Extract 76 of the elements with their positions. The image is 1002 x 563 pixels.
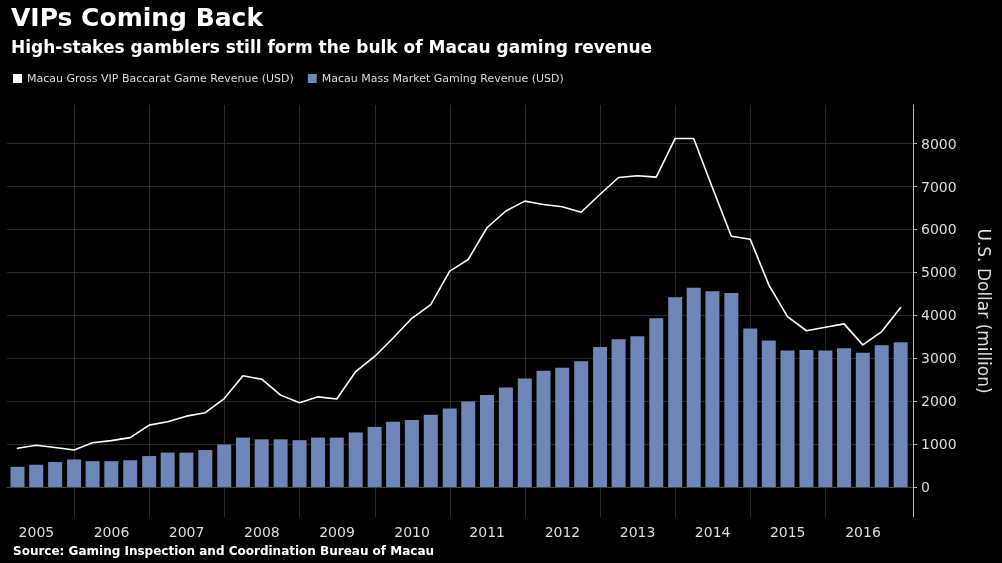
x-tick-label: 2014 <box>694 524 731 540</box>
bar <box>311 437 326 487</box>
x-tick-label: 2005 <box>18 524 55 540</box>
bar <box>837 348 852 487</box>
x-tick-label: 2013 <box>619 524 656 540</box>
y-tick-label: 0 <box>921 478 930 495</box>
bar <box>142 456 157 487</box>
bar <box>348 432 363 487</box>
bar <box>254 439 269 487</box>
legend-label: Macau Mass Market Gaming Revenue (USD) <box>321 72 564 85</box>
bar <box>442 408 457 487</box>
bar <box>273 439 288 487</box>
bar <box>686 287 701 487</box>
bar <box>29 464 44 487</box>
bar <box>536 370 551 487</box>
bar <box>761 340 776 487</box>
bar <box>555 367 570 487</box>
bar <box>217 444 232 487</box>
bar <box>386 421 401 487</box>
bar <box>611 339 626 487</box>
bar <box>461 401 476 487</box>
y-tick-label: 5000 <box>921 264 957 281</box>
x-tick-label: 2007 <box>168 524 205 540</box>
bar <box>574 361 589 487</box>
y-tick-label: 1000 <box>921 436 957 453</box>
bar <box>893 342 908 487</box>
bar <box>367 426 382 487</box>
bar <box>104 461 119 487</box>
y-tick-label: 6000 <box>921 221 957 238</box>
bar <box>799 350 814 487</box>
bar <box>517 378 532 487</box>
y-tick-label: 4000 <box>921 307 957 324</box>
bar <box>423 414 438 487</box>
bar <box>235 437 250 487</box>
bar <box>780 350 795 487</box>
line-series <box>16 137 902 451</box>
bar <box>724 292 739 487</box>
bar <box>855 352 870 487</box>
bar <box>593 347 608 487</box>
x-tick-label: 2010 <box>394 524 430 540</box>
bar <box>743 328 758 487</box>
x-tick-label: 2009 <box>319 524 355 540</box>
y-tick-label: 8000 <box>921 135 957 152</box>
legend-label: Macau Gross VIP Baccarat Game Revenue (USD) <box>27 72 294 85</box>
bar <box>705 291 720 487</box>
bar <box>630 336 645 487</box>
x-tick-label: 2016 <box>845 524 881 540</box>
bar <box>48 462 63 487</box>
bar <box>198 450 213 487</box>
bar <box>123 460 138 487</box>
y-tick-label: 7000 <box>921 178 957 195</box>
bar <box>649 318 664 487</box>
chart-title: VIPs Coming Back <box>11 3 265 32</box>
x-tick-label: 2006 <box>93 524 130 540</box>
bar <box>329 437 344 487</box>
chart-subtitle: High-stakes gamblers still form the bulk of Macau gaming revenue <box>11 36 653 57</box>
bar <box>85 461 100 487</box>
bar <box>292 440 307 487</box>
bar <box>818 350 833 487</box>
bar <box>10 466 25 487</box>
bar <box>404 420 419 487</box>
x-tick-label: 2011 <box>469 524 505 540</box>
bar <box>479 395 494 487</box>
x-tick-label: 2015 <box>769 524 806 540</box>
bar <box>67 459 82 487</box>
bar <box>668 297 683 487</box>
y-tick-label: 2000 <box>921 393 957 410</box>
bar <box>160 452 175 487</box>
source-note: Source: Gaming Inspection and Coordination Bureau of Macau <box>13 544 435 558</box>
x-tick-label: 2012 <box>544 524 581 540</box>
y-axis-title: U.S. Dollar (million) <box>973 228 994 394</box>
bar <box>874 345 889 487</box>
y-tick-label: 3000 <box>921 350 957 367</box>
x-tick-label: 2008 <box>244 524 280 540</box>
bar <box>498 387 513 487</box>
bar <box>179 452 194 487</box>
